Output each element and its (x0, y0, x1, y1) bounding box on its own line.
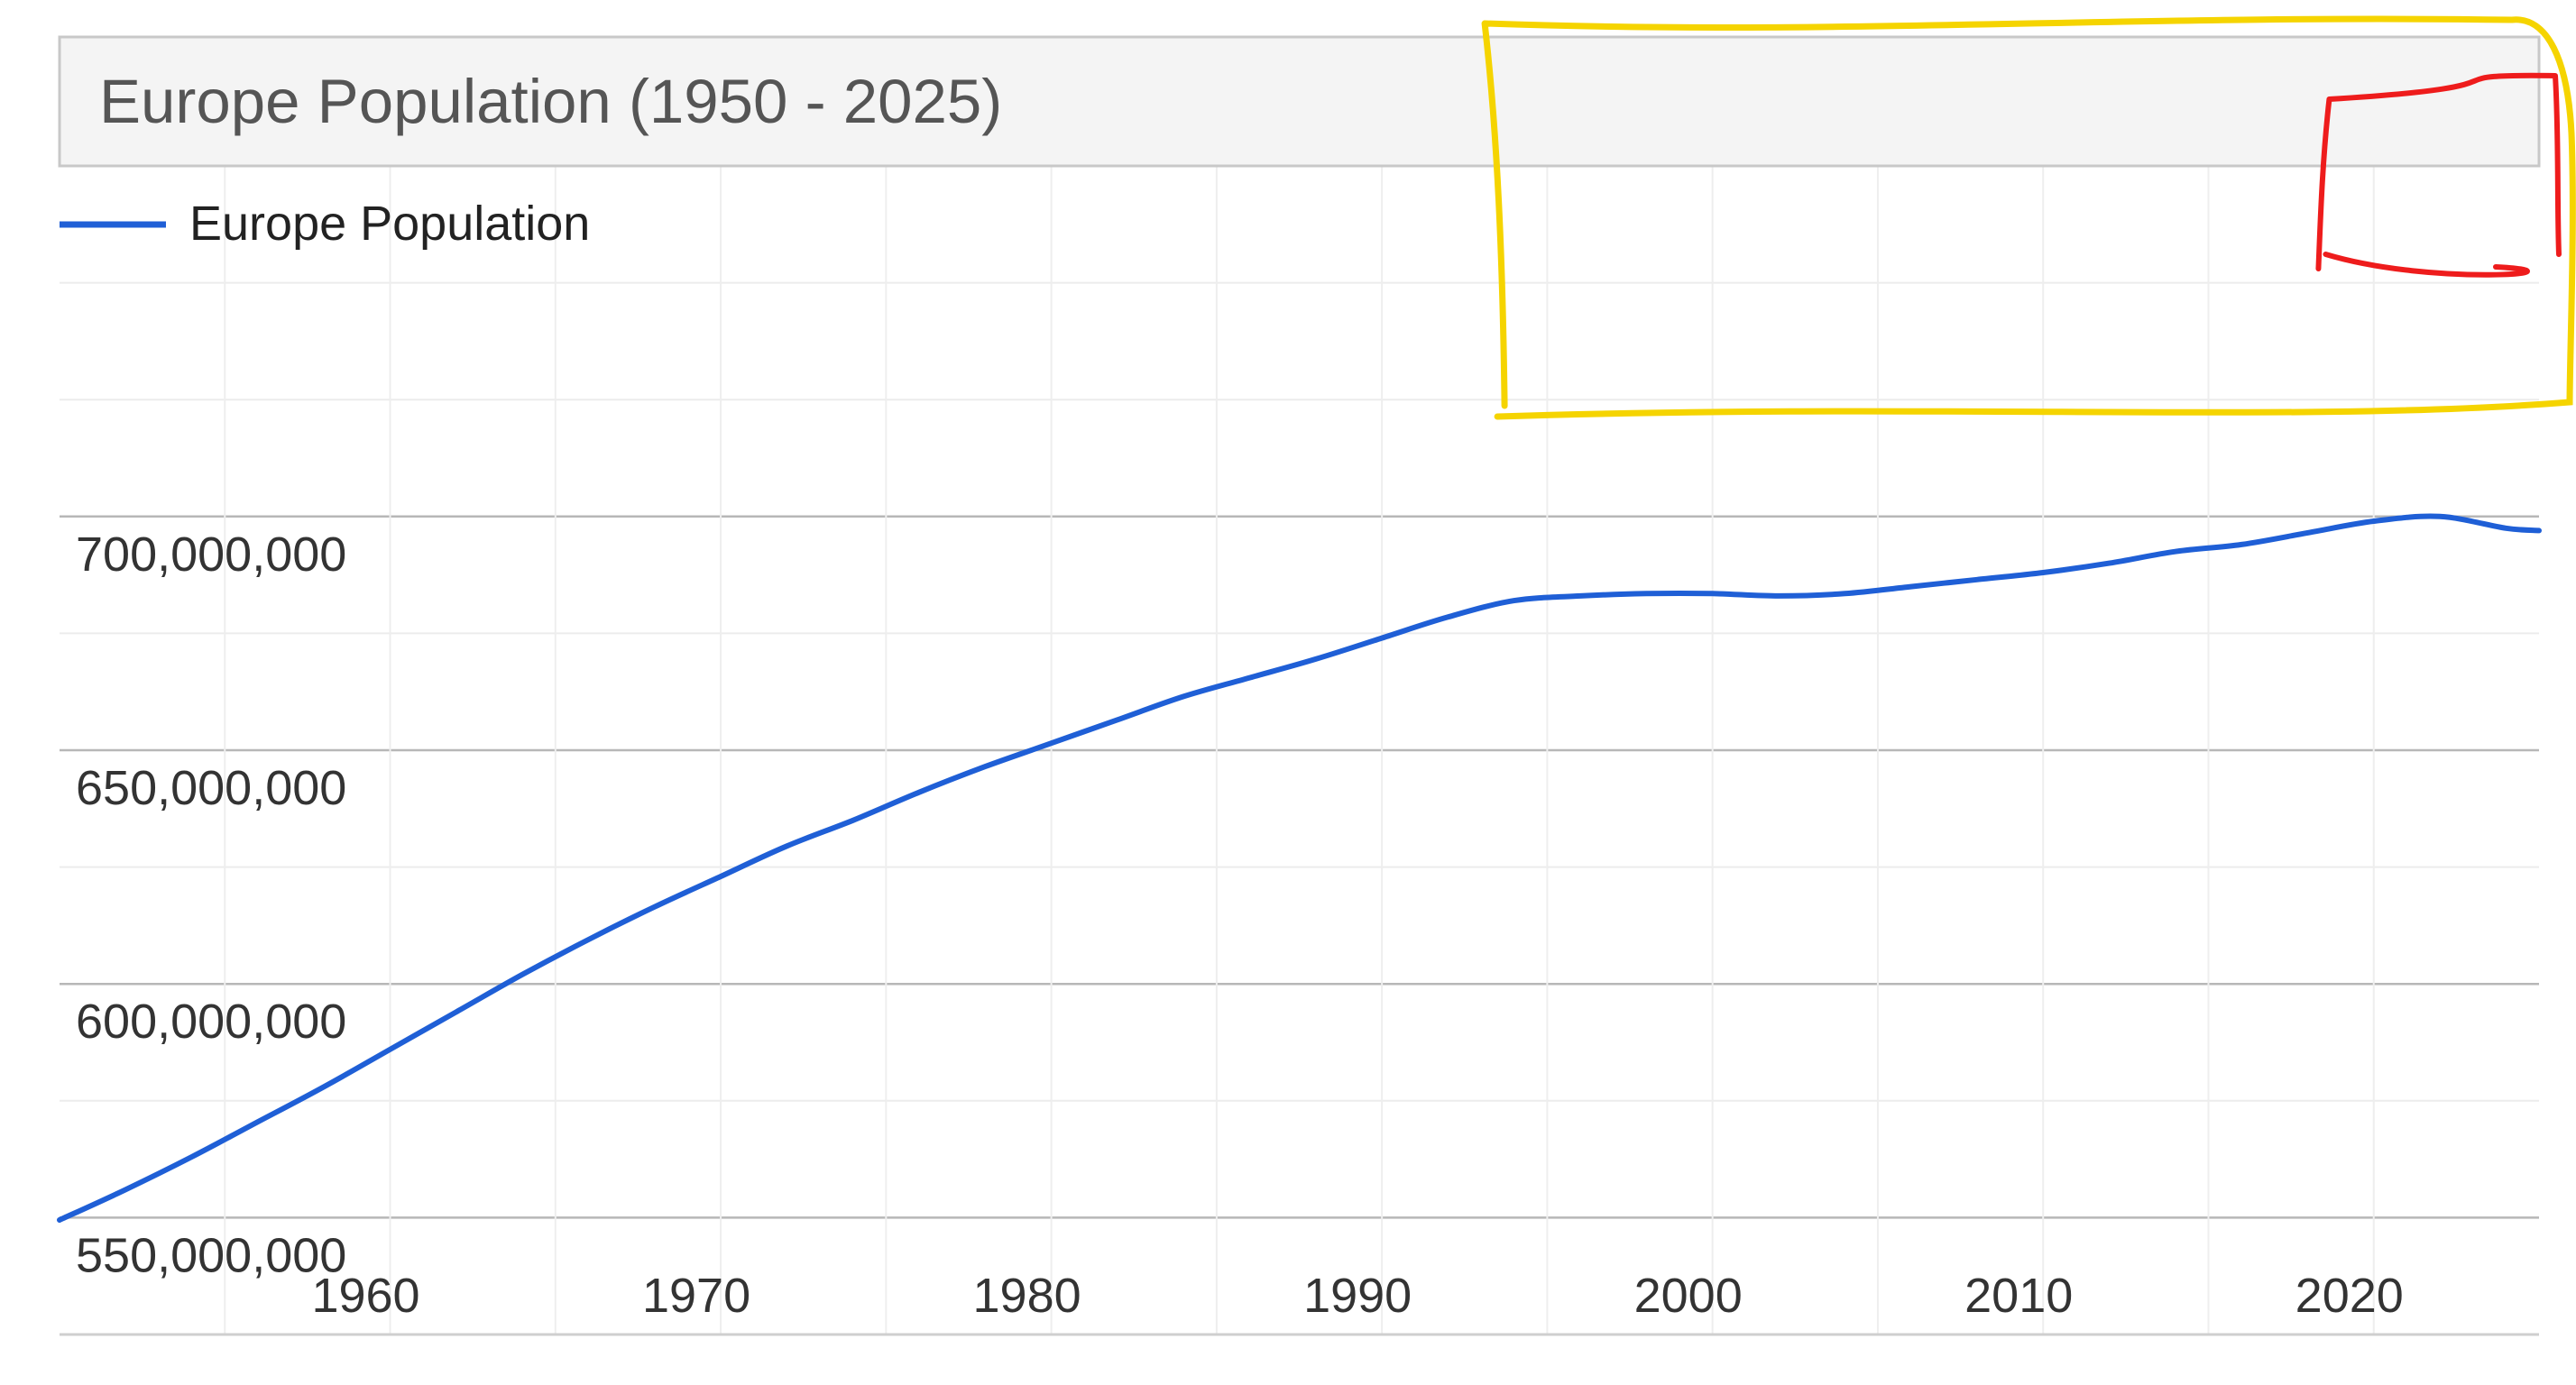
x-tick-label: 1960 (311, 1269, 419, 1323)
series-layer (57, 513, 2542, 1223)
x-tick-label: 2000 (1634, 1269, 1743, 1323)
y-tick-label: 650,000,000 (76, 761, 346, 815)
y-axis-labels: 550,000,000 600,000,000 650,000,000 700,000… (76, 527, 346, 1283)
x-tick-label: 1970 (642, 1269, 750, 1323)
x-tick-label: 1990 (1303, 1269, 1412, 1323)
title-box (58, 35, 2541, 168)
chart-title: Europe Population (1950 - 2025) (99, 67, 1002, 136)
x-axis-labels: 1960 1970 1980 1990 2000 2010 2020 (311, 1269, 2403, 1323)
highlight-box-yellow (1481, 15, 2576, 420)
x-tick-label: 2020 (2295, 1269, 2404, 1323)
annotation-layer (1481, 15, 2576, 420)
y-tick-label: 600,000,000 (76, 995, 346, 1049)
legend[interactable]: Europe Population (60, 197, 590, 251)
grid-layer (60, 165, 2539, 1336)
x-tick-label: 2010 (1964, 1269, 2073, 1323)
series-line-europe-population (57, 513, 2542, 1223)
y-tick-label: 550,000,000 (76, 1228, 346, 1282)
x-tick-label: 1980 (973, 1269, 1081, 1323)
legend-label: Europe Population (189, 197, 590, 251)
highlight-bracket-red (2315, 72, 2562, 278)
y-tick-label: 700,000,000 (76, 527, 346, 582)
